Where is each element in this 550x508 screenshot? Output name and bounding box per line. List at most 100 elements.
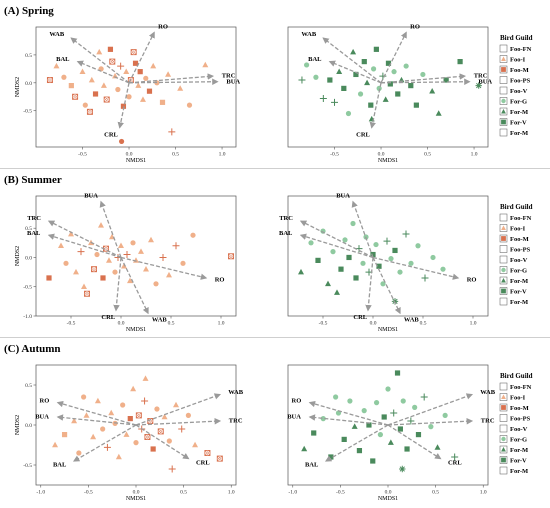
data-point [107, 46, 114, 52]
data-point [144, 434, 151, 440]
x-tick-label: 1.0 [219, 152, 226, 158]
legend-symbol [501, 119, 506, 125]
data-point [121, 263, 127, 269]
data-point [325, 280, 331, 287]
data-point [53, 62, 60, 69]
vector-label: CRL [196, 459, 210, 466]
legend-label: For-M [510, 468, 528, 475]
x-axis-label: NMDS1 [378, 496, 398, 502]
vector-arrow [387, 418, 474, 426]
data-point [356, 448, 363, 454]
legend-symbol [501, 278, 506, 283]
vector-label: RO [410, 23, 420, 30]
vector-label: BAL [308, 56, 322, 63]
data-point [402, 230, 410, 238]
data-point [192, 441, 199, 448]
y-tick-label: 0.5 [25, 383, 32, 389]
data-point [71, 417, 78, 424]
legend-item: For-G [499, 266, 527, 275]
data-point [180, 260, 186, 266]
vector-arrow [308, 414, 389, 426]
x-tick-label: -1.0 [288, 490, 297, 496]
data-point [442, 412, 448, 418]
vector-label: CRL [356, 131, 370, 138]
data-point [117, 62, 125, 70]
data-point [428, 424, 434, 430]
data-point [380, 281, 386, 287]
y-axis-label: NMDS2 [15, 77, 21, 97]
data-point [434, 444, 441, 450]
data-point [347, 398, 353, 404]
legend-item: Foo-M [499, 234, 529, 243]
data-point [61, 432, 68, 438]
legend-symbol [501, 457, 506, 463]
legend-label: Foo-I [510, 226, 526, 233]
vector-label: BUA [84, 192, 98, 199]
vector-label: BAL [279, 230, 293, 237]
data-point [88, 76, 95, 83]
data-point [118, 138, 125, 145]
vector-label: TRC [229, 418, 243, 425]
vector-arrow [380, 73, 467, 84]
data-point [443, 77, 449, 83]
data-point [148, 236, 154, 243]
data-point [320, 416, 326, 422]
data-point [412, 404, 418, 410]
legend-label: Foo-FN [510, 384, 532, 391]
data-point [304, 62, 310, 68]
vector-arrow [387, 424, 442, 460]
data-point [92, 91, 99, 97]
data-point [408, 83, 414, 89]
data-point [73, 268, 79, 275]
data-point [415, 432, 422, 438]
legend-label: Foo-PS [510, 247, 531, 254]
legend-label: For-V [510, 289, 527, 296]
legend-symbol [501, 447, 506, 452]
vector-label: RO [40, 398, 50, 405]
vector-label: TRC [27, 215, 41, 222]
legend: Bird Guild Foo-FN Foo-I Foo-M Foo-PS Foo-V For… [499, 34, 533, 137]
vector-label: BAL [56, 56, 70, 63]
data-point [141, 397, 149, 405]
x-axis-label: NMDS1 [126, 158, 146, 164]
legend-title: Bird Guild [500, 34, 533, 42]
vector-arrow [135, 424, 190, 460]
data-point [364, 79, 371, 86]
data-point [63, 260, 69, 266]
legend-label: For-G [510, 437, 527, 444]
data-point [392, 247, 398, 254]
data-point [429, 87, 436, 94]
data-point [341, 85, 347, 91]
legend-symbol [501, 56, 506, 61]
legend-item: Foo-V [499, 86, 528, 95]
vector-label: WAB [228, 389, 243, 396]
data-point [157, 428, 164, 435]
x-tick-label: -0.5 [84, 490, 93, 496]
data-point [52, 441, 59, 448]
data-point [172, 242, 180, 250]
legend-item: Foo-M [499, 65, 529, 74]
legend-swatch [499, 213, 508, 222]
legend-swatch [499, 466, 508, 475]
data-point [168, 128, 176, 136]
data-point [319, 94, 327, 102]
data-point [112, 269, 118, 275]
vector-label: BAL [27, 230, 41, 237]
data-point [403, 63, 409, 69]
data-point [166, 438, 172, 444]
y-tick-label: 0.0 [25, 255, 32, 261]
vector-arrow [120, 257, 149, 315]
data-point [400, 398, 406, 404]
data-point [130, 240, 136, 246]
vector-arrow [72, 424, 137, 462]
x-tick-label: -0.5 [78, 152, 87, 158]
data-point [204, 450, 211, 456]
data-point [72, 93, 79, 100]
data-point [96, 48, 103, 55]
data-point [413, 102, 419, 108]
legend-label: Foo-V [510, 257, 528, 264]
data-point [123, 251, 131, 259]
plot-1-right: -0.5 0.0 0.5 1.0 NMDS1 BUA TRC BAL RO CRL WAB [279, 192, 489, 333]
data-point [202, 61, 209, 68]
